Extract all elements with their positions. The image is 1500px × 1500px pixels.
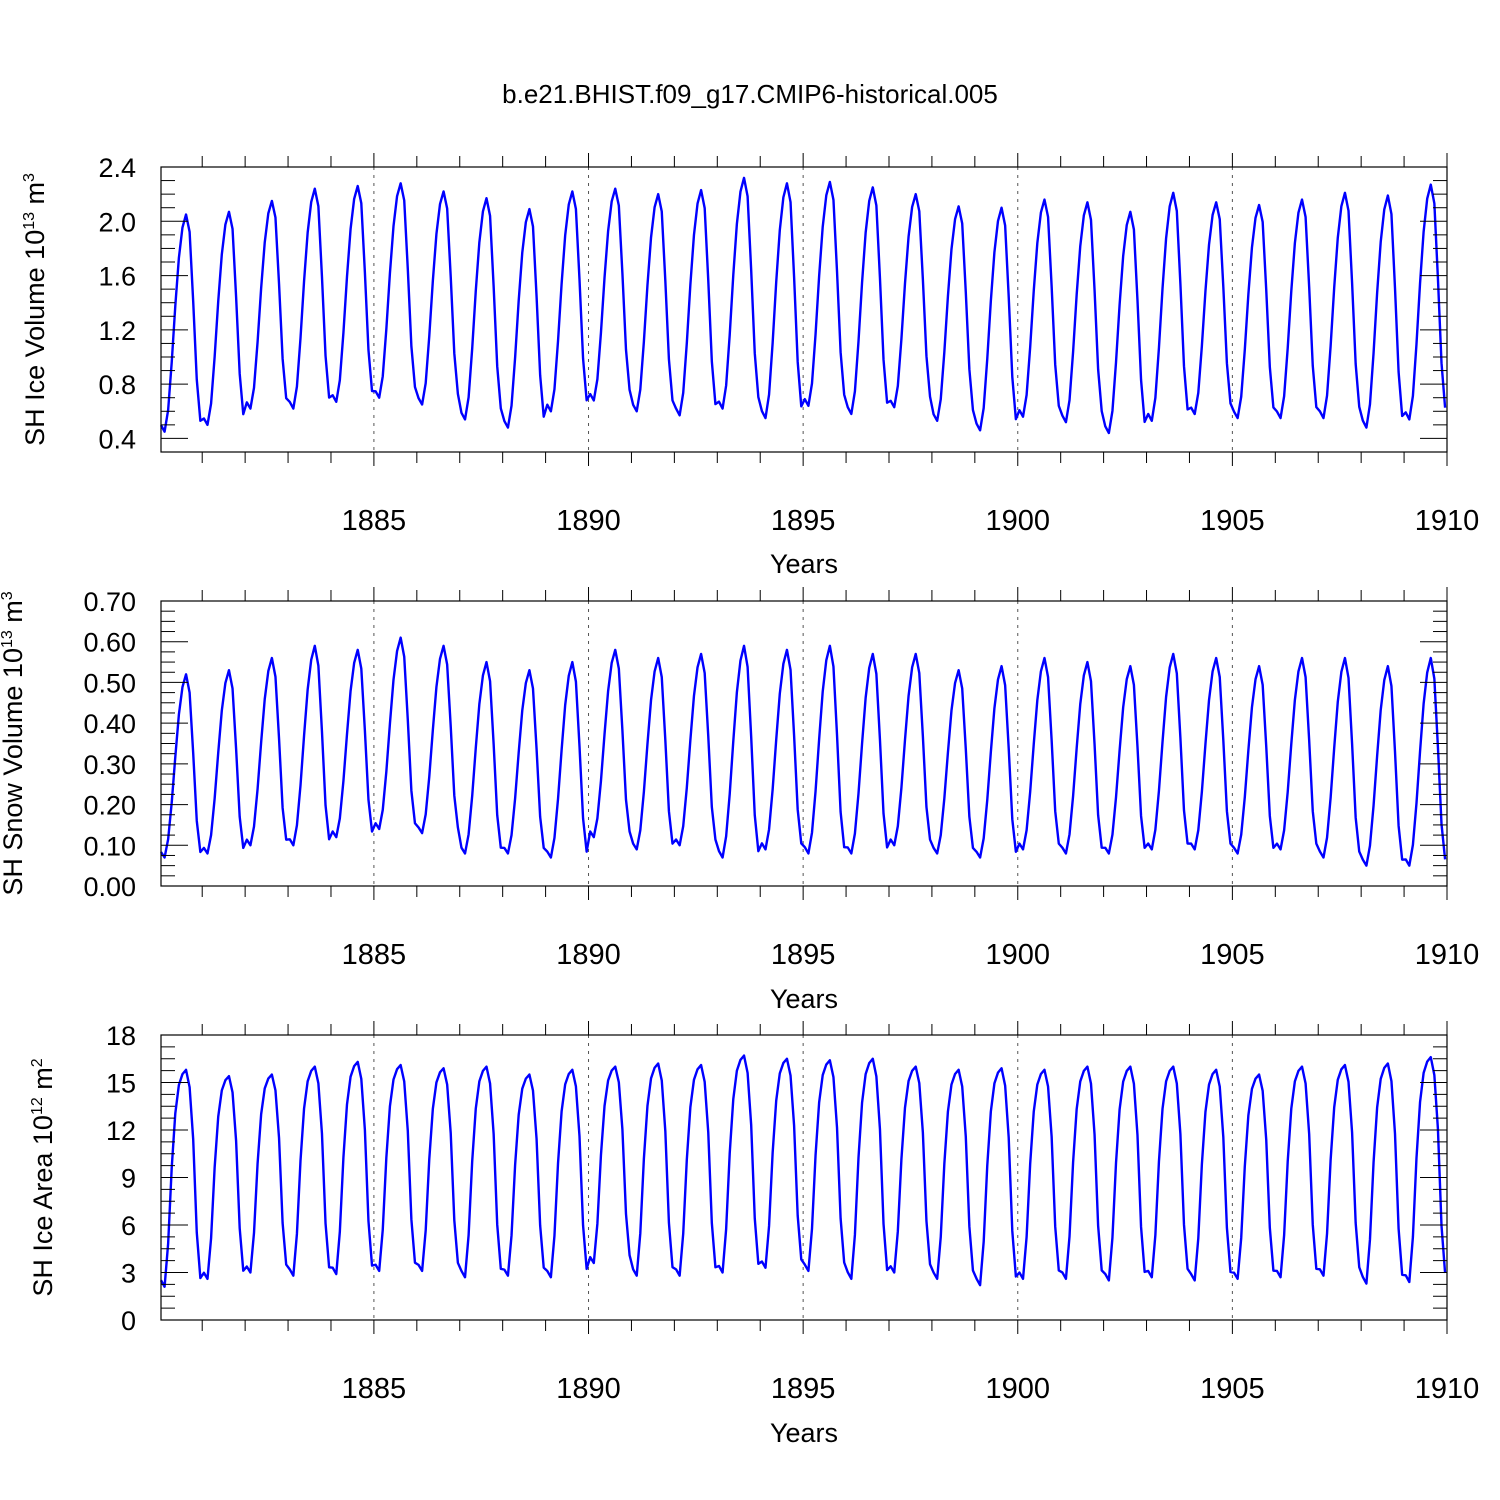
ytick-label: 0.20 (83, 791, 136, 821)
ytick-label: 12 (106, 1116, 136, 1146)
x-axis-label: Years (770, 549, 838, 579)
ytick-label: 3 (121, 1259, 136, 1289)
xtick-label: 1890 (556, 939, 621, 971)
plot-frame (160, 600, 1448, 887)
ytick-label: 0.10 (83, 831, 136, 861)
y-axis-label: SH Ice Area 1012 m2 (28, 1058, 58, 1296)
y-axis-label: SH Ice Volume 1013 m3 (20, 173, 50, 446)
ytick-label: 0 (121, 1306, 136, 1336)
plot-frame (160, 1034, 1448, 1321)
y-axis-label: SH Snow Volume 1013 m3 (0, 591, 28, 895)
ytick-label: 0.4 (98, 424, 136, 454)
xtick-label: 1895 (771, 505, 836, 537)
xtick-label: 1910 (1415, 939, 1480, 971)
ytick-label: 0.70 (83, 587, 136, 617)
ytick-label: 18 (106, 1021, 136, 1051)
y-axis-label-part: m (28, 1067, 58, 1097)
y-axis-label-part: SH Ice Volume 10 (20, 230, 50, 446)
ytick-label: 0.40 (83, 709, 136, 739)
xtick-label: 1895 (771, 939, 836, 971)
y-axis-label-superscript: 13 (21, 212, 38, 230)
y-axis-label-superscript: 12 (29, 1097, 46, 1115)
ytick-label: 0.60 (83, 628, 136, 658)
ytick-label: 1.2 (98, 316, 136, 346)
ytick-label: 2.0 (98, 207, 136, 237)
ytick-label: 6 (121, 1211, 136, 1241)
ytick-label: 0.00 (83, 872, 136, 902)
x-axis-label: Years (770, 984, 838, 1014)
y-axis-label-superscript: 13 (0, 630, 16, 648)
ytick-label: 9 (121, 1164, 136, 1194)
xtick-label: 1900 (986, 939, 1051, 971)
series-line-ice-area (159, 1054, 1447, 1288)
xtick-label: 1910 (1415, 505, 1480, 537)
xtick-label: 1890 (556, 1373, 621, 1405)
plot-frame (160, 166, 1448, 453)
xtick-label: 1905 (1200, 505, 1265, 537)
y-axis-label-part: SH Snow Volume 10 (0, 648, 28, 896)
xtick-label: 1910 (1415, 1373, 1480, 1405)
xtick-label: 1905 (1200, 939, 1265, 971)
series-line-ice-volume (159, 176, 1447, 435)
y-axis-label-part: SH Ice Area 10 (28, 1115, 58, 1297)
xtick-label: 1900 (986, 1373, 1051, 1405)
xtick-label: 1895 (771, 1373, 836, 1405)
panel-ice-volume: 0.4 0.8 1.2 1.6 2.0 2.4 1885 1890 1895 1900 1905 19… (20, 153, 1479, 579)
x-axis-label: Years (770, 1418, 838, 1448)
panel-ice-area: 0 3 6 9 12 15 18 1885 1890 1895 1900 1905 1910 Years S… (28, 1021, 1479, 1448)
panel-snow-volume: 0.00 0.10 0.20 0.30 0.40 0.50 0.60 0.70 1885 1890… (0, 587, 1479, 1014)
ytick-label: 0.50 (83, 668, 136, 698)
xtick-label: 1890 (556, 505, 621, 537)
ytick-label: 0.30 (83, 750, 136, 780)
xtick-label: 1900 (986, 505, 1051, 537)
xtick-label: 1905 (1200, 1373, 1265, 1405)
y-axis-label-superscript: 2 (29, 1058, 46, 1067)
y-axis-label-superscript: 3 (0, 591, 16, 600)
series-line-snow-volume (159, 636, 1447, 867)
xtick-label: 1885 (342, 505, 407, 537)
y-axis-label-part: m (0, 600, 28, 630)
xtick-label: 1885 (342, 1373, 407, 1405)
ytick-label: 0.8 (98, 370, 136, 400)
xtick-label: 1885 (342, 939, 407, 971)
figure-title: b.e21.BHIST.f09_g17.CMIP6-historical.005 (502, 79, 998, 109)
y-axis-label-superscript: 3 (21, 173, 38, 182)
ytick-label: 15 (106, 1069, 136, 1099)
ytick-label: 1.6 (98, 262, 136, 292)
ytick-label: 2.4 (98, 153, 136, 183)
y-axis-label-part: m (20, 182, 50, 212)
